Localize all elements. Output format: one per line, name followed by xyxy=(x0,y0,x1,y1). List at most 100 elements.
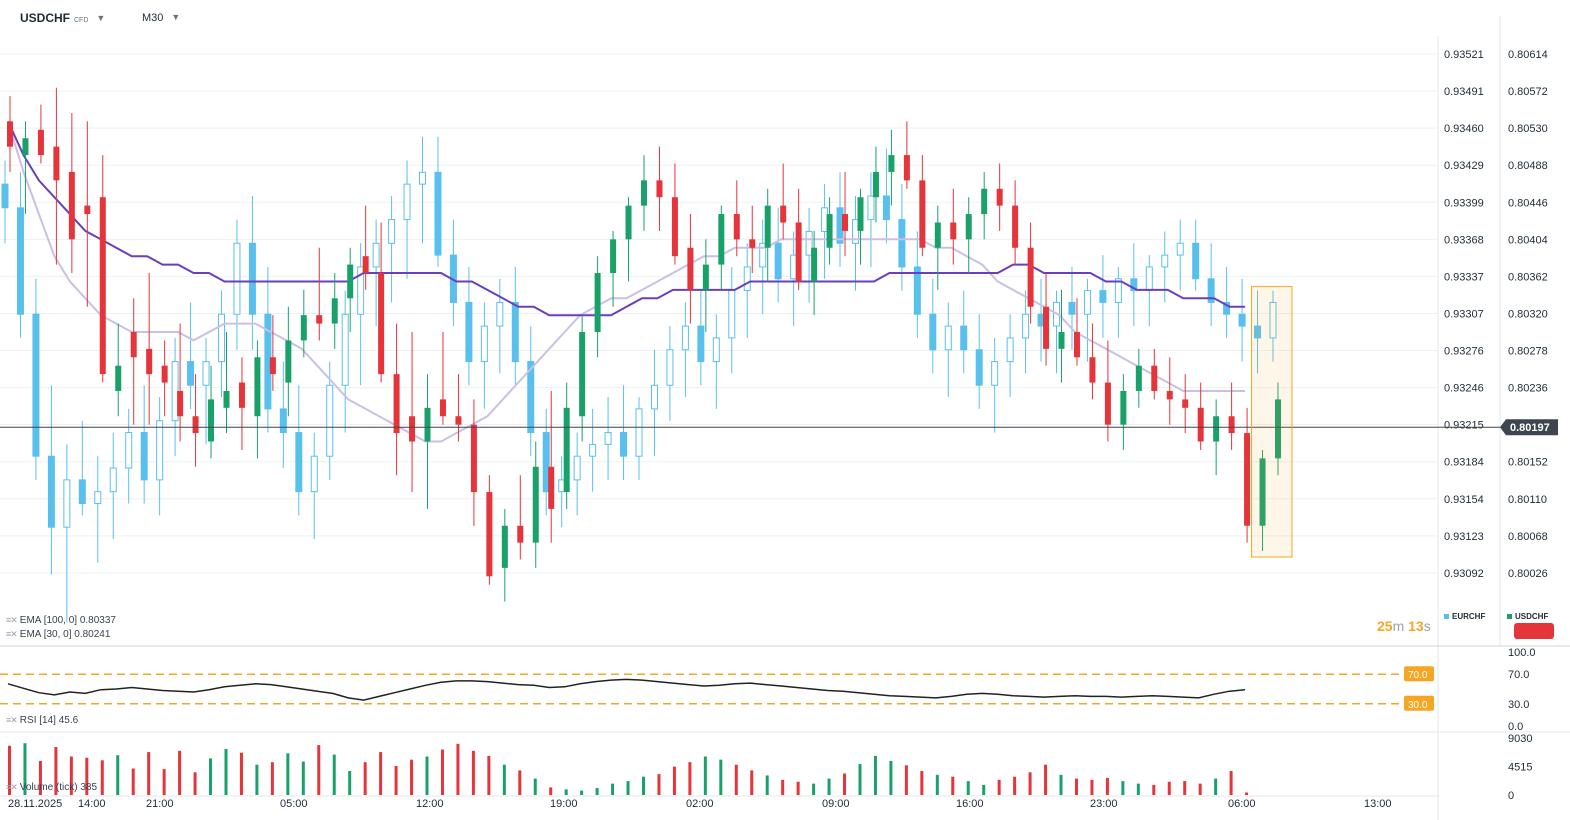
usdchf-candle[interactable] xyxy=(641,180,647,206)
usdchf-candle[interactable] xyxy=(393,374,400,434)
usdchf-candle[interactable] xyxy=(780,205,787,223)
usdchf-candle[interactable] xyxy=(981,188,988,215)
eurchf-candle[interactable] xyxy=(140,432,148,481)
eurchf-candle[interactable] xyxy=(1192,242,1200,280)
eurchf-candle[interactable] xyxy=(1022,313,1030,339)
usdchf-candle[interactable] xyxy=(7,121,13,147)
symbol-selector[interactable]: USDCHF CFD ▼ xyxy=(20,11,105,25)
eurchf-candle[interactable] xyxy=(1207,278,1215,303)
usdchf-candle[interactable] xyxy=(409,416,416,442)
usdchf-candle[interactable] xyxy=(532,466,539,543)
eurchf-candle[interactable] xyxy=(743,266,751,292)
usdchf-candle[interactable] xyxy=(347,264,354,299)
eurchf-candle[interactable] xyxy=(712,337,720,363)
eurchf-candle[interactable] xyxy=(975,349,983,386)
eurchf-candle[interactable] xyxy=(960,325,968,351)
usdchf-candle[interactable] xyxy=(316,315,323,324)
eurchf-candle[interactable] xyxy=(125,432,133,469)
eurchf-candle[interactable] xyxy=(944,325,952,351)
eurchf-candle[interactable] xyxy=(217,313,225,363)
usdchf-candle[interactable] xyxy=(223,390,230,408)
compare-legend-left[interactable]: EURCHF xyxy=(1444,612,1485,621)
eurchf-candle[interactable] xyxy=(341,313,349,386)
eurchf-candle[interactable] xyxy=(851,219,859,244)
usdchf-candle[interactable] xyxy=(1135,365,1142,391)
eurchf-candle[interactable] xyxy=(991,361,999,386)
eurchf-candle[interactable] xyxy=(233,242,241,315)
usdchf-candle[interactable] xyxy=(115,365,122,391)
usdchf-candle[interactable] xyxy=(671,197,678,257)
eurchf-candle[interactable] xyxy=(248,242,256,315)
eurchf-candle[interactable] xyxy=(728,290,736,339)
eurchf-candle[interactable] xyxy=(913,266,921,315)
usdchf-candle[interactable] xyxy=(53,146,60,181)
eurchf-candle[interactable] xyxy=(1099,290,1107,303)
eurchf-candle[interactable] xyxy=(774,242,782,280)
usdchf-candle[interactable] xyxy=(733,214,740,240)
eurchf-candle[interactable] xyxy=(1006,337,1014,363)
eurchf-candle[interactable] xyxy=(1269,301,1277,339)
usdchf-candle[interactable] xyxy=(1182,399,1189,408)
eurchf-candle[interactable] xyxy=(279,408,287,434)
usdchf-candle[interactable] xyxy=(254,357,261,417)
eurchf-candle[interactable] xyxy=(805,230,813,256)
eurchf-candle[interactable] xyxy=(109,467,117,493)
usdchf-candle[interactable] xyxy=(424,407,431,442)
usdchf-candle[interactable] xyxy=(300,315,307,341)
usdchf-candle[interactable] xyxy=(1073,332,1080,358)
eurchf-candle[interactable] xyxy=(480,325,488,363)
eurchf-candle[interactable] xyxy=(63,479,71,528)
settings-close-icon[interactable]: ≡✕ xyxy=(6,615,18,625)
usdchf-candle[interactable] xyxy=(903,155,910,181)
eurchf-candle[interactable] xyxy=(650,384,658,410)
usdchf-candle[interactable] xyxy=(934,222,941,248)
usdchf-candle[interactable] xyxy=(1120,390,1127,425)
legend-ema100[interactable]: ≡✕ EMA [100, 0] 0.80337 xyxy=(6,615,116,626)
usdchf-candle[interactable] xyxy=(238,382,245,408)
usdchf-candle[interactable] xyxy=(950,222,957,240)
eurchf-candle[interactable] xyxy=(697,325,705,363)
eurchf-candle[interactable] xyxy=(620,432,628,457)
eurchf-candle[interactable] xyxy=(187,361,195,386)
usdchf-candle[interactable] xyxy=(1228,416,1235,434)
usdchf-candle[interactable] xyxy=(656,180,663,198)
usdchf-candle[interactable] xyxy=(842,214,849,231)
eurchf-candle[interactable] xyxy=(867,195,875,221)
legend-rsi[interactable]: ≡✕ RSI [14] 45.6 xyxy=(6,715,78,726)
highlight-box[interactable] xyxy=(1251,286,1293,558)
usdchf-candle[interactable] xyxy=(795,222,802,282)
eurchf-candle[interactable] xyxy=(1,183,9,209)
eurchf-candle[interactable] xyxy=(666,349,674,386)
eurchf-candle[interactable] xyxy=(94,491,102,505)
usdchf-candle[interactable] xyxy=(486,492,493,577)
eurchf-candle[interactable] xyxy=(1176,242,1184,256)
eurchf-candle[interactable] xyxy=(1068,301,1076,315)
eurchf-candle[interactable] xyxy=(372,242,380,268)
eurchf-candle[interactable] xyxy=(1238,313,1246,327)
usdchf-candle[interactable] xyxy=(439,399,446,417)
eurchf-candle[interactable] xyxy=(156,420,164,481)
usdchf-candle[interactable] xyxy=(888,155,895,172)
usdchf-candle[interactable] xyxy=(1058,332,1065,349)
usdchf-candle[interactable] xyxy=(687,247,694,290)
eurchf-candle[interactable] xyxy=(357,266,365,315)
usdchf-candle[interactable] xyxy=(749,239,756,248)
usdchf-candle[interactable] xyxy=(594,273,601,332)
usdchf-candle[interactable] xyxy=(764,205,771,248)
eurchf-candle[interactable] xyxy=(403,183,411,221)
symbol-color-badge[interactable] xyxy=(1514,623,1554,639)
usdchf-candle[interactable] xyxy=(1166,390,1173,400)
usdchf-candle[interactable] xyxy=(563,407,570,493)
eurchf-candle[interactable] xyxy=(1130,278,1138,292)
usdchf-candle[interactable] xyxy=(965,214,972,240)
usdchf-candle[interactable] xyxy=(548,466,555,509)
eurchf-candle[interactable] xyxy=(898,219,906,268)
legend-ema30[interactable]: ≡✕ EMA [30, 0] 0.80241 xyxy=(6,629,110,640)
usdchf-candle[interactable] xyxy=(1043,306,1050,349)
usdchf-candle[interactable] xyxy=(470,424,477,493)
eurchf-candle[interactable] xyxy=(465,301,473,363)
eurchf-candle[interactable] xyxy=(1254,325,1262,339)
usdchf-candle[interactable] xyxy=(579,332,586,417)
usdchf-candle[interactable] xyxy=(811,247,818,282)
